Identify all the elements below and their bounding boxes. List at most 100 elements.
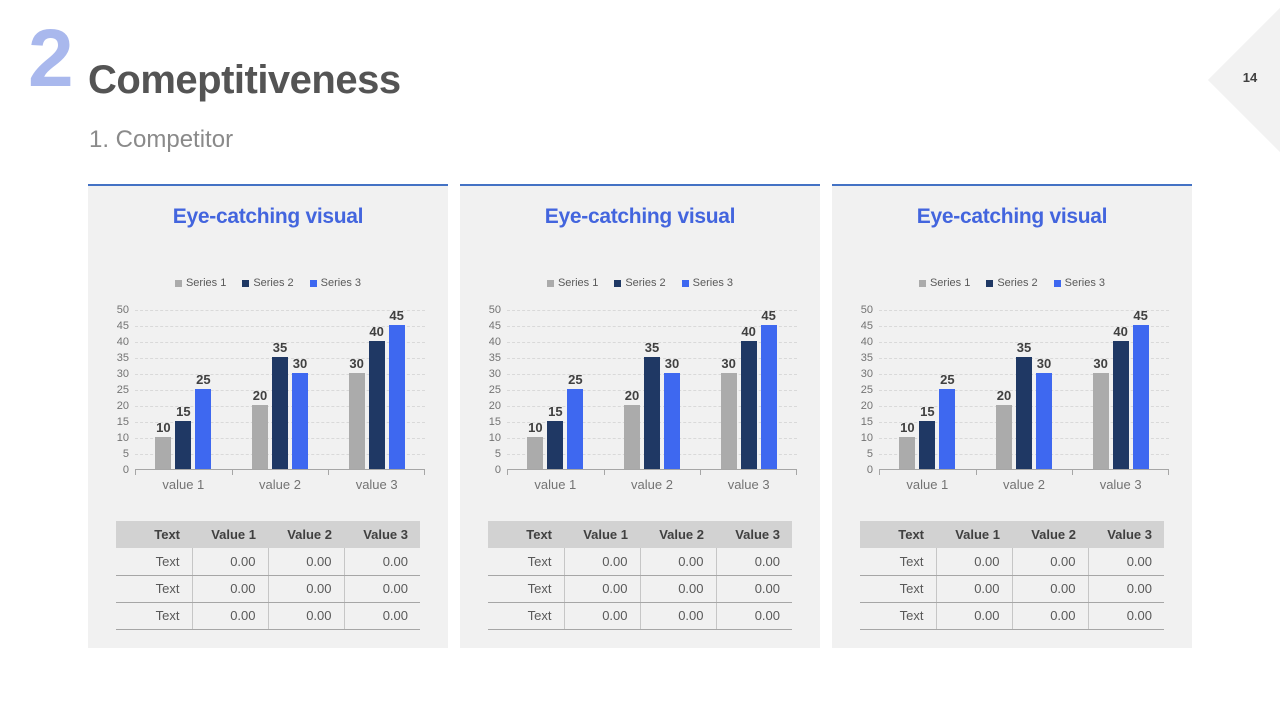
bar-series-1 [155,437,172,469]
bar-series-2 [368,341,385,469]
bar-series-2 [272,357,288,469]
table-cell: 0.00 [935,548,1012,576]
bar-series-3 [1036,373,1052,469]
bar-data-label: 30 [1036,356,1052,371]
bar-data-label: 45 [1133,308,1148,323]
table-cell: Text [116,575,192,603]
x-axis-tick [507,470,508,475]
table-header-cell: Text [116,521,192,548]
y-axis-tick-label: 35 [116,352,129,364]
bar-series-3 [939,389,956,469]
bar-data-label: 40 [741,324,756,339]
bar-data-label: 25 [940,372,955,387]
chart-legend: Series 1 Series 2 Series 3 [832,277,1192,289]
gridline [507,310,797,311]
bar-data-label: 25 [196,372,211,387]
bar-series-3 [567,389,584,469]
x-axis-tick [700,470,702,475]
data-table: Text Value 1 Value 2 Value 3 Text 0.00 0.00 0.… [116,521,420,630]
table-cell: 0.00 [1011,602,1088,630]
y-axis-tick-label: 20 [116,400,129,412]
table-row: Text 0.00 0.00 0.00 [488,548,792,576]
table-cell: 0.00 [1087,575,1164,603]
bar-series-3 [388,325,405,469]
table-cell: 0.00 [935,602,1012,630]
table-row: Text 0.00 0.00 0.00 [116,575,420,603]
table-header: Text Value 1 Value 2 Value 3 [116,521,420,548]
table-cell: Text [488,575,564,603]
bar-data-label: 20 [252,388,268,403]
legend-swatch-icon [1053,279,1061,287]
legend-label: Series 3 [1064,277,1106,289]
bar-chart: 10 15 25 value 1 20 35 30 value 2 30 40 45 value 3 [879,308,1169,492]
table-cell: 0.00 [191,602,268,630]
y-axis-tick-label: 20 [488,400,501,412]
bar-data-label: 35 [644,340,660,355]
bar-series-2 [644,357,660,469]
y-axis-tick-label: 0 [122,464,129,476]
legend-item: Series 2 [986,277,1038,289]
bar-series-2 [919,421,936,469]
x-axis-tick [231,470,233,475]
table-cell: Text [488,602,564,630]
table-cell: 0.00 [191,575,268,603]
table-cell: 0.00 [343,548,420,576]
legend-item: Series 1 [918,277,971,289]
x-axis-category-label: value 2 [1003,477,1045,492]
table-header-cell: Text [860,521,936,548]
y-axis-tick-label: 10 [488,432,501,444]
y-axis-tick-label: 30 [116,368,129,380]
y-axis-tick-label: 40 [860,336,873,348]
bar-data-label: 10 [900,420,915,435]
table-header-cell: Value 3 [716,521,792,548]
legend-label: Series 2 [625,277,666,289]
table-header-cell: Value 2 [268,521,344,548]
table-row: Text 0.00 0.00 0.00 [116,602,420,630]
table-row: Text 0.00 0.00 0.00 [860,548,1164,576]
table-cell: Text [116,602,192,630]
table-header-cell: Text [488,521,564,548]
panel-title: Eye-catching visual [916,205,1108,228]
legend-label: Series 1 [557,277,599,289]
data-table: Text Value 1 Value 2 Value 3 Text 0.00 0.00 0.… [488,521,792,630]
bar-series-3 [292,373,308,469]
x-axis-tick [879,470,880,475]
y-axis-tick-label: 25 [488,384,501,396]
bar-data-label: 45 [389,308,404,323]
y-axis-tick-label: 35 [860,352,873,364]
table-cell: 0.00 [639,575,716,603]
legend-swatch-icon [242,279,250,287]
y-axis-tick-label: 5 [122,448,129,460]
legend-label: Series 1 [929,277,971,289]
table-header-cell: Value 1 [192,521,268,548]
table-cell: 0.00 [1087,602,1164,630]
table-header-cell: Value 1 [564,521,640,548]
y-axis-tick-label: 50 [488,304,501,316]
legend-item: Series 3 [1053,277,1106,289]
y-axis-tick-label: 0 [866,464,873,476]
table-row: Text 0.00 0.00 0.00 [860,602,1164,630]
gridline [879,342,1169,343]
x-axis-category-label: value 3 [727,477,770,492]
table-cell: 0.00 [563,575,640,603]
bar-series-3 [664,373,680,469]
bar-data-label: 40 [1113,324,1128,339]
x-axis-tick [796,470,797,475]
table-cell: 0.00 [1011,575,1088,603]
table-row: Text 0.00 0.00 0.00 [488,602,792,630]
table-cell: 0.00 [563,548,640,576]
table-row: Text 0.00 0.00 0.00 [116,548,420,576]
y-axis-tick-label: 5 [494,448,501,460]
table-cell: 0.00 [1011,548,1088,576]
x-axis-category-label: value 1 [906,477,949,492]
legend-item: Series 1 [546,277,599,289]
bar-series-1 [527,437,544,469]
table-cell: 0.00 [715,602,792,630]
table-cell: Text [860,548,936,576]
x-axis-category-label: value 3 [355,477,398,492]
bar-data-label: 25 [568,372,583,387]
bar-data-label: 30 [664,356,680,371]
legend-item: Series 2 [242,277,294,289]
y-axis-tick-label: 25 [116,384,129,396]
